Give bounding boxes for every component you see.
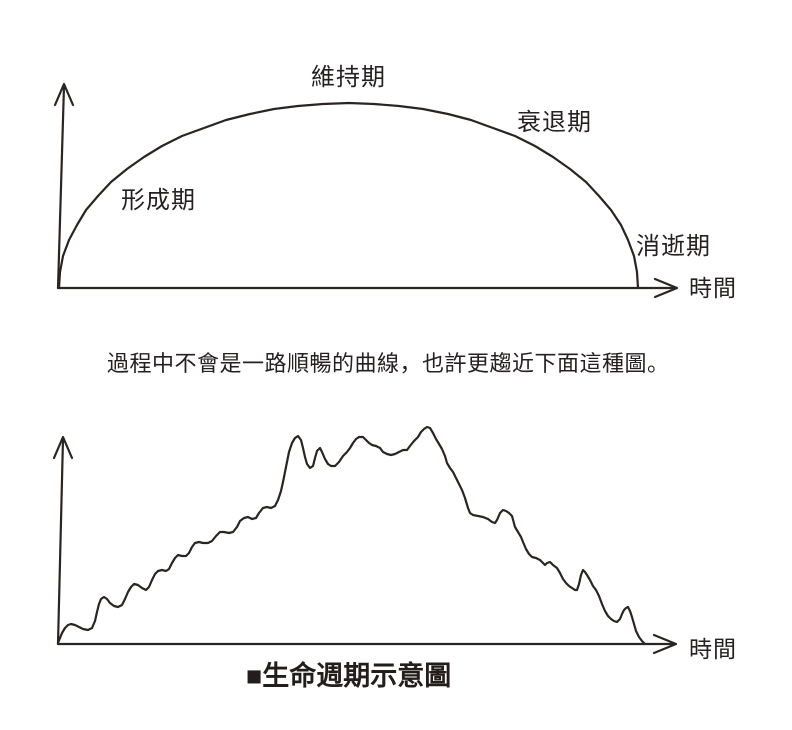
jagged-lifecycle-curve-x-arrowhead <box>652 633 678 655</box>
smooth-lifecycle-curve-y-axis <box>56 84 66 290</box>
figure-caption: ■生命週期示意圖 <box>246 661 452 691</box>
jagged-lifecycle-curve-y-axis <box>56 437 65 646</box>
stage-label-formation: 形成期 <box>121 187 196 214</box>
body-text: 過程中不會是一路順暢的曲線，也許更趨近下面這種圖。 <box>107 351 670 376</box>
x-axis-label-top-chart: 時間 <box>689 275 737 301</box>
stage-label-disappearance: 消逝期 <box>636 233 711 260</box>
jagged-lifecycle-curve-y-arrowhead <box>52 435 74 460</box>
stage-label-maintenance: 維持期 <box>311 64 386 91</box>
stage-label-decline: 衰退期 <box>517 109 592 136</box>
smooth-lifecycle-curve <box>53 82 679 299</box>
jagged-lifecycle-curve-line <box>56 425 647 646</box>
smooth-lifecycle-curve-line <box>57 101 640 290</box>
smooth-lifecycle-curve-y-arrowhead <box>53 82 75 107</box>
jagged-lifecycle-curve <box>52 425 678 655</box>
smooth-lifecycle-curve-x-arrowhead <box>653 277 679 299</box>
x-axis-label-bottom-chart: 時間 <box>689 636 737 662</box>
